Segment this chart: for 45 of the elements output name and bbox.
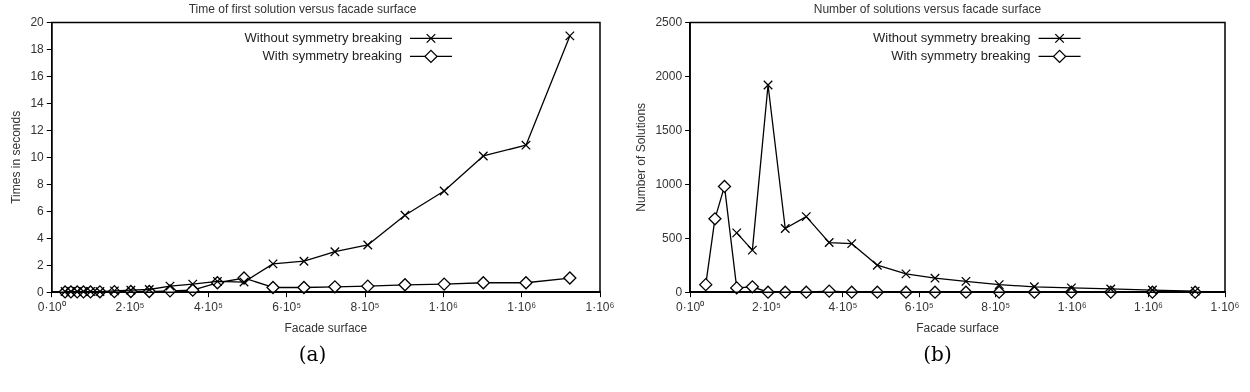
y-tick-label: 6	[37, 203, 45, 218]
x-tick-label: 2·10⁵	[115, 299, 145, 314]
y-tick-label: 20	[30, 14, 45, 29]
legend-label: With symmetry breaking	[262, 47, 402, 63]
x-tick-label: 0·10⁰	[37, 299, 66, 314]
x-tick-label: 1·10⁶	[428, 299, 458, 314]
x-axis-title: Facade surface	[916, 321, 1000, 336]
y-tick-label: 18	[30, 41, 45, 56]
y-tick-label: 8	[37, 176, 45, 191]
x-tick-label: 8·10⁵	[981, 299, 1011, 314]
x-tick-label: 1·10⁶	[1057, 299, 1087, 314]
x-tick-label: 1·10⁶	[507, 299, 537, 314]
x-tick-label: 4·10⁵	[193, 299, 223, 314]
x-tick-label: 1·10⁶	[585, 299, 615, 314]
y-tick-label: 0	[37, 284, 45, 299]
x-tick-label: 0·10⁰	[676, 299, 705, 314]
x-tick-label: 2·10⁵	[752, 299, 782, 314]
legend-label: Without symmetry breaking	[873, 29, 1031, 45]
x-tick-label: 6·10⁵	[904, 299, 934, 314]
y-axis-title: Number of Solutions	[633, 102, 648, 212]
legend-label: With symmetry breaking	[891, 47, 1031, 63]
x-tick-label: 1·10⁶	[1210, 299, 1240, 314]
y-tick-label: 500	[662, 230, 683, 245]
y-tick-label: 2000	[655, 68, 683, 83]
y-tick-label: 2500	[655, 14, 683, 29]
y-tick-label: 2	[37, 257, 45, 272]
text: (a)	[297, 342, 328, 366]
chart-title: Time of first solution versus facade surface	[188, 1, 417, 16]
y-tick-label: 14	[30, 95, 45, 110]
y-axis-title: Times in seconds	[8, 110, 23, 204]
y-tick-label: 10	[30, 149, 45, 164]
x-tick-label: 4·10⁵	[828, 299, 858, 314]
x-tick-label: 1·10⁶	[1134, 299, 1164, 314]
y-tick-label: 0	[675, 284, 683, 299]
y-tick-label: 4	[37, 230, 45, 245]
chart-title: Number of solutions versus facade surface	[813, 1, 1042, 16]
x-tick-label: 6·10⁵	[272, 299, 302, 314]
x-axis-title: Facade surface	[284, 321, 368, 336]
x-tick-label: 8·10⁵	[350, 299, 380, 314]
text: (b)	[922, 342, 953, 366]
y-tick-label: 1000	[655, 176, 683, 191]
y-tick-label: 1500	[655, 122, 683, 137]
y-tick-label: 12	[30, 122, 45, 137]
y-tick-label: 16	[30, 68, 45, 83]
legend-label: Without symmetry breaking	[244, 29, 402, 45]
